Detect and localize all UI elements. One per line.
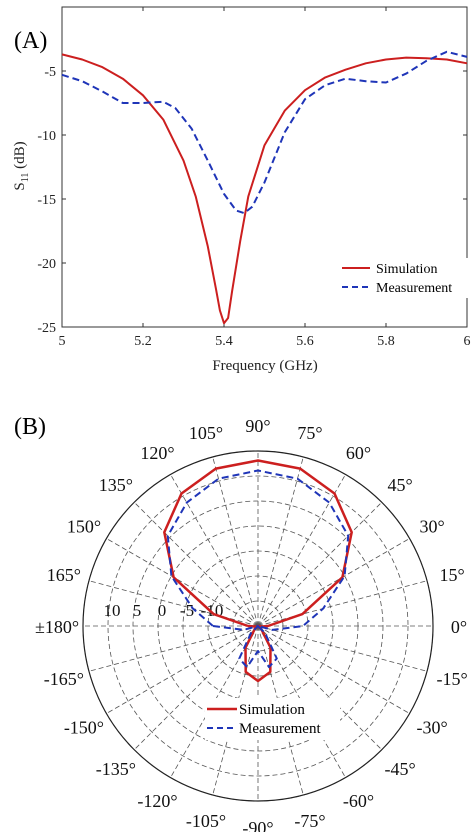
- angle-label: -75°: [294, 811, 325, 831]
- legend-box: [340, 258, 470, 298]
- x-tick-label: 5.2: [134, 334, 152, 349]
- s11-chart: (A) 5 5.2 5.4 5.6 5.8 6 -5 -10 -15 -20 -25 Frequen…: [12, 6, 471, 374]
- y-tick-label: -20: [37, 257, 56, 272]
- x-tick-label: 5.6: [296, 334, 314, 349]
- y-axis-label-sub: 11: [20, 173, 31, 183]
- legend-meas-label: Measurement: [376, 281, 452, 296]
- grid-spoke: [257, 474, 346, 627]
- grid-spoke: [257, 456, 304, 627]
- angle-label: 150°: [67, 517, 101, 537]
- angle-label: -135°: [96, 759, 136, 779]
- angle-label: 30°: [419, 517, 444, 537]
- x-tick-label: 5: [59, 334, 66, 349]
- x-tick-label: 5.4: [215, 334, 233, 349]
- legend-sim-label: Simulation: [376, 262, 437, 277]
- angle-label: 135°: [99, 475, 133, 495]
- angle-label: -105°: [186, 811, 226, 831]
- y-axis-label-unit: (dB): [12, 141, 28, 172]
- grid-spoke: [257, 625, 383, 751]
- grid-spoke: [133, 625, 259, 751]
- grid-spoke: [257, 580, 428, 627]
- y-axis-label-main: S: [12, 182, 28, 190]
- panel-label-a: (A): [14, 28, 47, 54]
- grid-spoke: [170, 474, 259, 627]
- s11-plot-area: 5 5.2 5.4 5.6 5.8 6 -5 -10 -15 -20 -25: [37, 6, 471, 349]
- grid-spoke: [257, 538, 410, 627]
- grid-spoke: [88, 580, 259, 627]
- angle-label: 60°: [346, 443, 371, 463]
- grid-spoke: [212, 625, 259, 796]
- radiation-pattern-chart: (B) 0° 15° 30° 45° 60° 75° 90° 105° 120° 135° 150°…: [14, 414, 468, 832]
- grid-spoke: [212, 456, 259, 627]
- grid-spoke: [257, 625, 410, 714]
- grid-spoke: [257, 625, 428, 672]
- angle-label: ±180°: [35, 617, 79, 637]
- panel-label-b: (B): [14, 414, 46, 440]
- grid-spoke: [133, 501, 259, 627]
- y-tick-label: -15: [37, 193, 56, 208]
- grid-spoke: [257, 501, 383, 627]
- y-tick-label: -25: [37, 321, 56, 336]
- radial-tick-label: 10: [104, 601, 121, 620]
- legend-meas-label-b: Measurement: [239, 721, 321, 737]
- angle-label: 90°: [245, 416, 270, 436]
- plot-frame: [61, 6, 468, 328]
- angle-label: -165°: [44, 669, 84, 689]
- grid-circle: [107, 475, 409, 777]
- angle-label: -60°: [343, 791, 374, 811]
- x-axis-label: Frequency (GHz): [212, 358, 317, 374]
- y-tick-label: -10: [37, 129, 56, 144]
- angle-label: -120°: [137, 791, 177, 811]
- radial-tick-label: -5: [180, 601, 194, 620]
- angle-label: 165°: [47, 565, 81, 585]
- simulation-pattern: [163, 459, 353, 683]
- grid-spoke: [170, 625, 259, 778]
- x-tick-label: 6: [464, 334, 471, 349]
- angle-label: -30°: [416, 718, 447, 738]
- legend-b: Simulation Measurement: [205, 698, 340, 740]
- measurement-pattern: [166, 469, 350, 669]
- measurement-line: [61, 50, 468, 215]
- outer-circle: [82, 450, 434, 802]
- grid-spoke: [106, 625, 259, 714]
- grid-spoke: [88, 625, 259, 672]
- angle-label: 120°: [140, 443, 174, 463]
- legend-box-b: [205, 698, 340, 740]
- angle-label: -90°: [242, 818, 273, 832]
- angle-label: 45°: [388, 475, 413, 495]
- angle-label: 0°: [451, 617, 467, 637]
- y-axis-label: S11 (dB): [12, 141, 31, 190]
- angle-label: -150°: [64, 718, 104, 738]
- polar-plot-area: 0° 15° 30° 45° 60° 75° 90° 105° 120° 135° 150° 165°…: [35, 416, 468, 832]
- legend-sim-label-b: Simulation: [239, 702, 305, 718]
- angle-label: 105°: [189, 423, 223, 443]
- y-tick-label: -5: [44, 65, 56, 80]
- grid-spoke: [257, 625, 304, 796]
- angle-label: -45°: [385, 759, 416, 779]
- angle-label: -15°: [437, 669, 468, 689]
- grid-spoke: [257, 625, 346, 778]
- grid-spoke: [106, 538, 259, 627]
- legend-a: Simulation Measurement: [340, 258, 470, 298]
- radial-tick-label: 0: [158, 601, 167, 620]
- angle-label: 75°: [297, 423, 322, 443]
- radial-tick-label: 5: [133, 601, 142, 620]
- angle-label: 15°: [440, 565, 465, 585]
- x-tick-label: 5.8: [377, 334, 395, 349]
